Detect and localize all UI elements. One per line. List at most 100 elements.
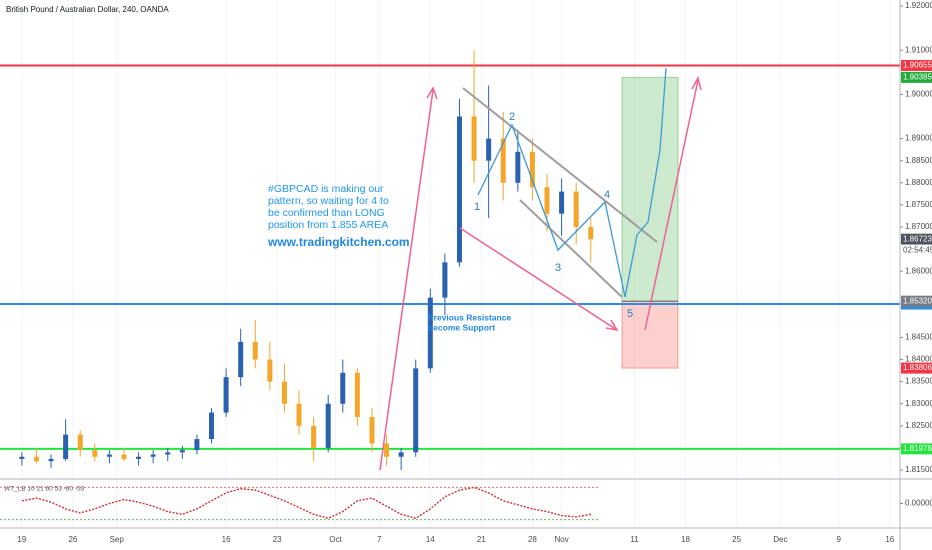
candle-body: [150, 454, 156, 457]
wave-label: 4: [604, 189, 610, 201]
price-tag: [901, 295, 932, 307]
price-tag-label: 1.81978: [903, 444, 932, 453]
candle-body: [281, 381, 287, 404]
arrow: [644, 79, 699, 331]
candle-body: [354, 372, 360, 417]
candle-body: [63, 434, 69, 459]
candle-body: [136, 456, 142, 459]
oscillator-line: [21, 486, 591, 520]
y-tick-label: 1.82500: [905, 421, 932, 430]
candle-body: [121, 454, 127, 459]
y-tick-label: 1.81500: [905, 465, 932, 474]
price-tag-label: 1.90385: [903, 72, 932, 81]
candle-body: [398, 452, 404, 457]
candle-body: [544, 187, 550, 214]
candle-body: [179, 450, 185, 453]
candle-body: [340, 372, 346, 404]
x-tick-label: 7: [377, 535, 382, 544]
y-tick-label: 1.88000: [905, 178, 932, 187]
countdown: 02:54:45: [903, 245, 932, 254]
arrow-head: [691, 75, 702, 91]
note-line: pattern, so waiting for 4 to: [268, 195, 389, 207]
wave-label: 2: [509, 111, 515, 123]
candle-body: [223, 377, 229, 413]
y-tick-label: 1.89000: [905, 134, 932, 143]
note-line: position from 1.855 AREA: [268, 219, 388, 231]
oscillator-name: WT_LB 10 21 60 53 -60 -53: [4, 486, 85, 493]
price-tag-label: 1.83806: [903, 363, 932, 372]
channel-line: [519, 199, 623, 298]
candle-body: [296, 403, 302, 426]
x-tick-label: 28: [528, 535, 537, 544]
candle-body: [209, 412, 215, 440]
candle-body: [238, 341, 244, 378]
candle-body: [456, 116, 462, 263]
x-tick-label: 16: [222, 535, 231, 544]
candle-body: [48, 458, 54, 462]
x-tick-label: 23: [273, 535, 282, 544]
candle-body: [33, 456, 39, 462]
price-tag-label: 1.86723: [903, 234, 932, 243]
axis-layer: 1.92000 1.91000 1.90000 1.89000 1.88500 1.880…: [17, 1, 932, 544]
candle-body: [515, 151, 521, 183]
candle-body: [442, 262, 448, 298]
idea-note: #GBPCAD is making our pattern, so waitin…: [267, 183, 511, 332]
x-tick-label: Sep: [110, 535, 125, 544]
price-tag: [901, 443, 932, 455]
arrow: [379, 89, 434, 471]
candle-body: [252, 341, 258, 360]
price-tag-label: 1.90655: [903, 61, 932, 70]
y-tick-label: 1.92000: [905, 1, 932, 10]
candle-body: [19, 456, 25, 459]
x-tick-label: 18: [681, 535, 690, 544]
candle-body: [267, 359, 273, 382]
y-tick-label: 1.86000: [905, 266, 932, 275]
price-tag: [901, 362, 932, 374]
price-tag: [901, 233, 932, 245]
arrow-head: [426, 86, 438, 100]
x-tick-label: 26: [68, 535, 77, 544]
candle-body: [559, 191, 565, 214]
drawings: [379, 67, 702, 471]
support-note: Previous Resistance: [428, 312, 511, 322]
levels-layer: [0, 64, 900, 450]
candle-body: [165, 452, 171, 455]
price-tag-label: 1.85320: [903, 296, 932, 305]
website: www.tradingkitchen.com: [267, 235, 410, 249]
price-tag: [901, 71, 932, 83]
candle-body: [369, 416, 375, 444]
y-tick-label: 1.83500: [905, 377, 932, 386]
wave-label: 1: [474, 201, 480, 213]
wave-label: 3: [555, 262, 561, 274]
candle-body: [588, 226, 594, 240]
symbol-title: British Pound / Australian Dollar, 240, …: [6, 5, 169, 14]
candle-body: [92, 450, 98, 457]
position-layer: [621, 76, 679, 369]
candle-body: [427, 297, 433, 369]
candle-body: [486, 138, 492, 161]
y-tick-label: 0.00000: [905, 499, 932, 508]
wave-path: [477, 67, 667, 298]
y-tick-label: 1.84000: [905, 355, 932, 364]
x-tick-label: Dec: [773, 535, 787, 544]
x-tick-label: 25: [732, 535, 741, 544]
x-tick-label: 9: [837, 535, 842, 544]
x-tick-label: 14: [426, 535, 435, 544]
y-tick-label: 1.91000: [905, 45, 932, 54]
x-tick-label: 16: [885, 535, 894, 544]
price-tag: [901, 59, 932, 71]
note-line: be confirmed than LONG: [268, 207, 385, 219]
grid-layer: [21, 0, 891, 528]
channel-line: [462, 87, 658, 243]
candle-body: [471, 116, 477, 161]
y-tick-label: 1.88500: [905, 156, 932, 165]
candle-body: [500, 138, 506, 183]
x-tick-label: Oct: [329, 535, 342, 544]
candles-layer: [19, 50, 594, 471]
candle-body: [106, 454, 112, 457]
candle-body: [573, 191, 579, 227]
support-note: become Support: [428, 322, 495, 332]
y-tick-label: 1.87500: [905, 200, 932, 209]
